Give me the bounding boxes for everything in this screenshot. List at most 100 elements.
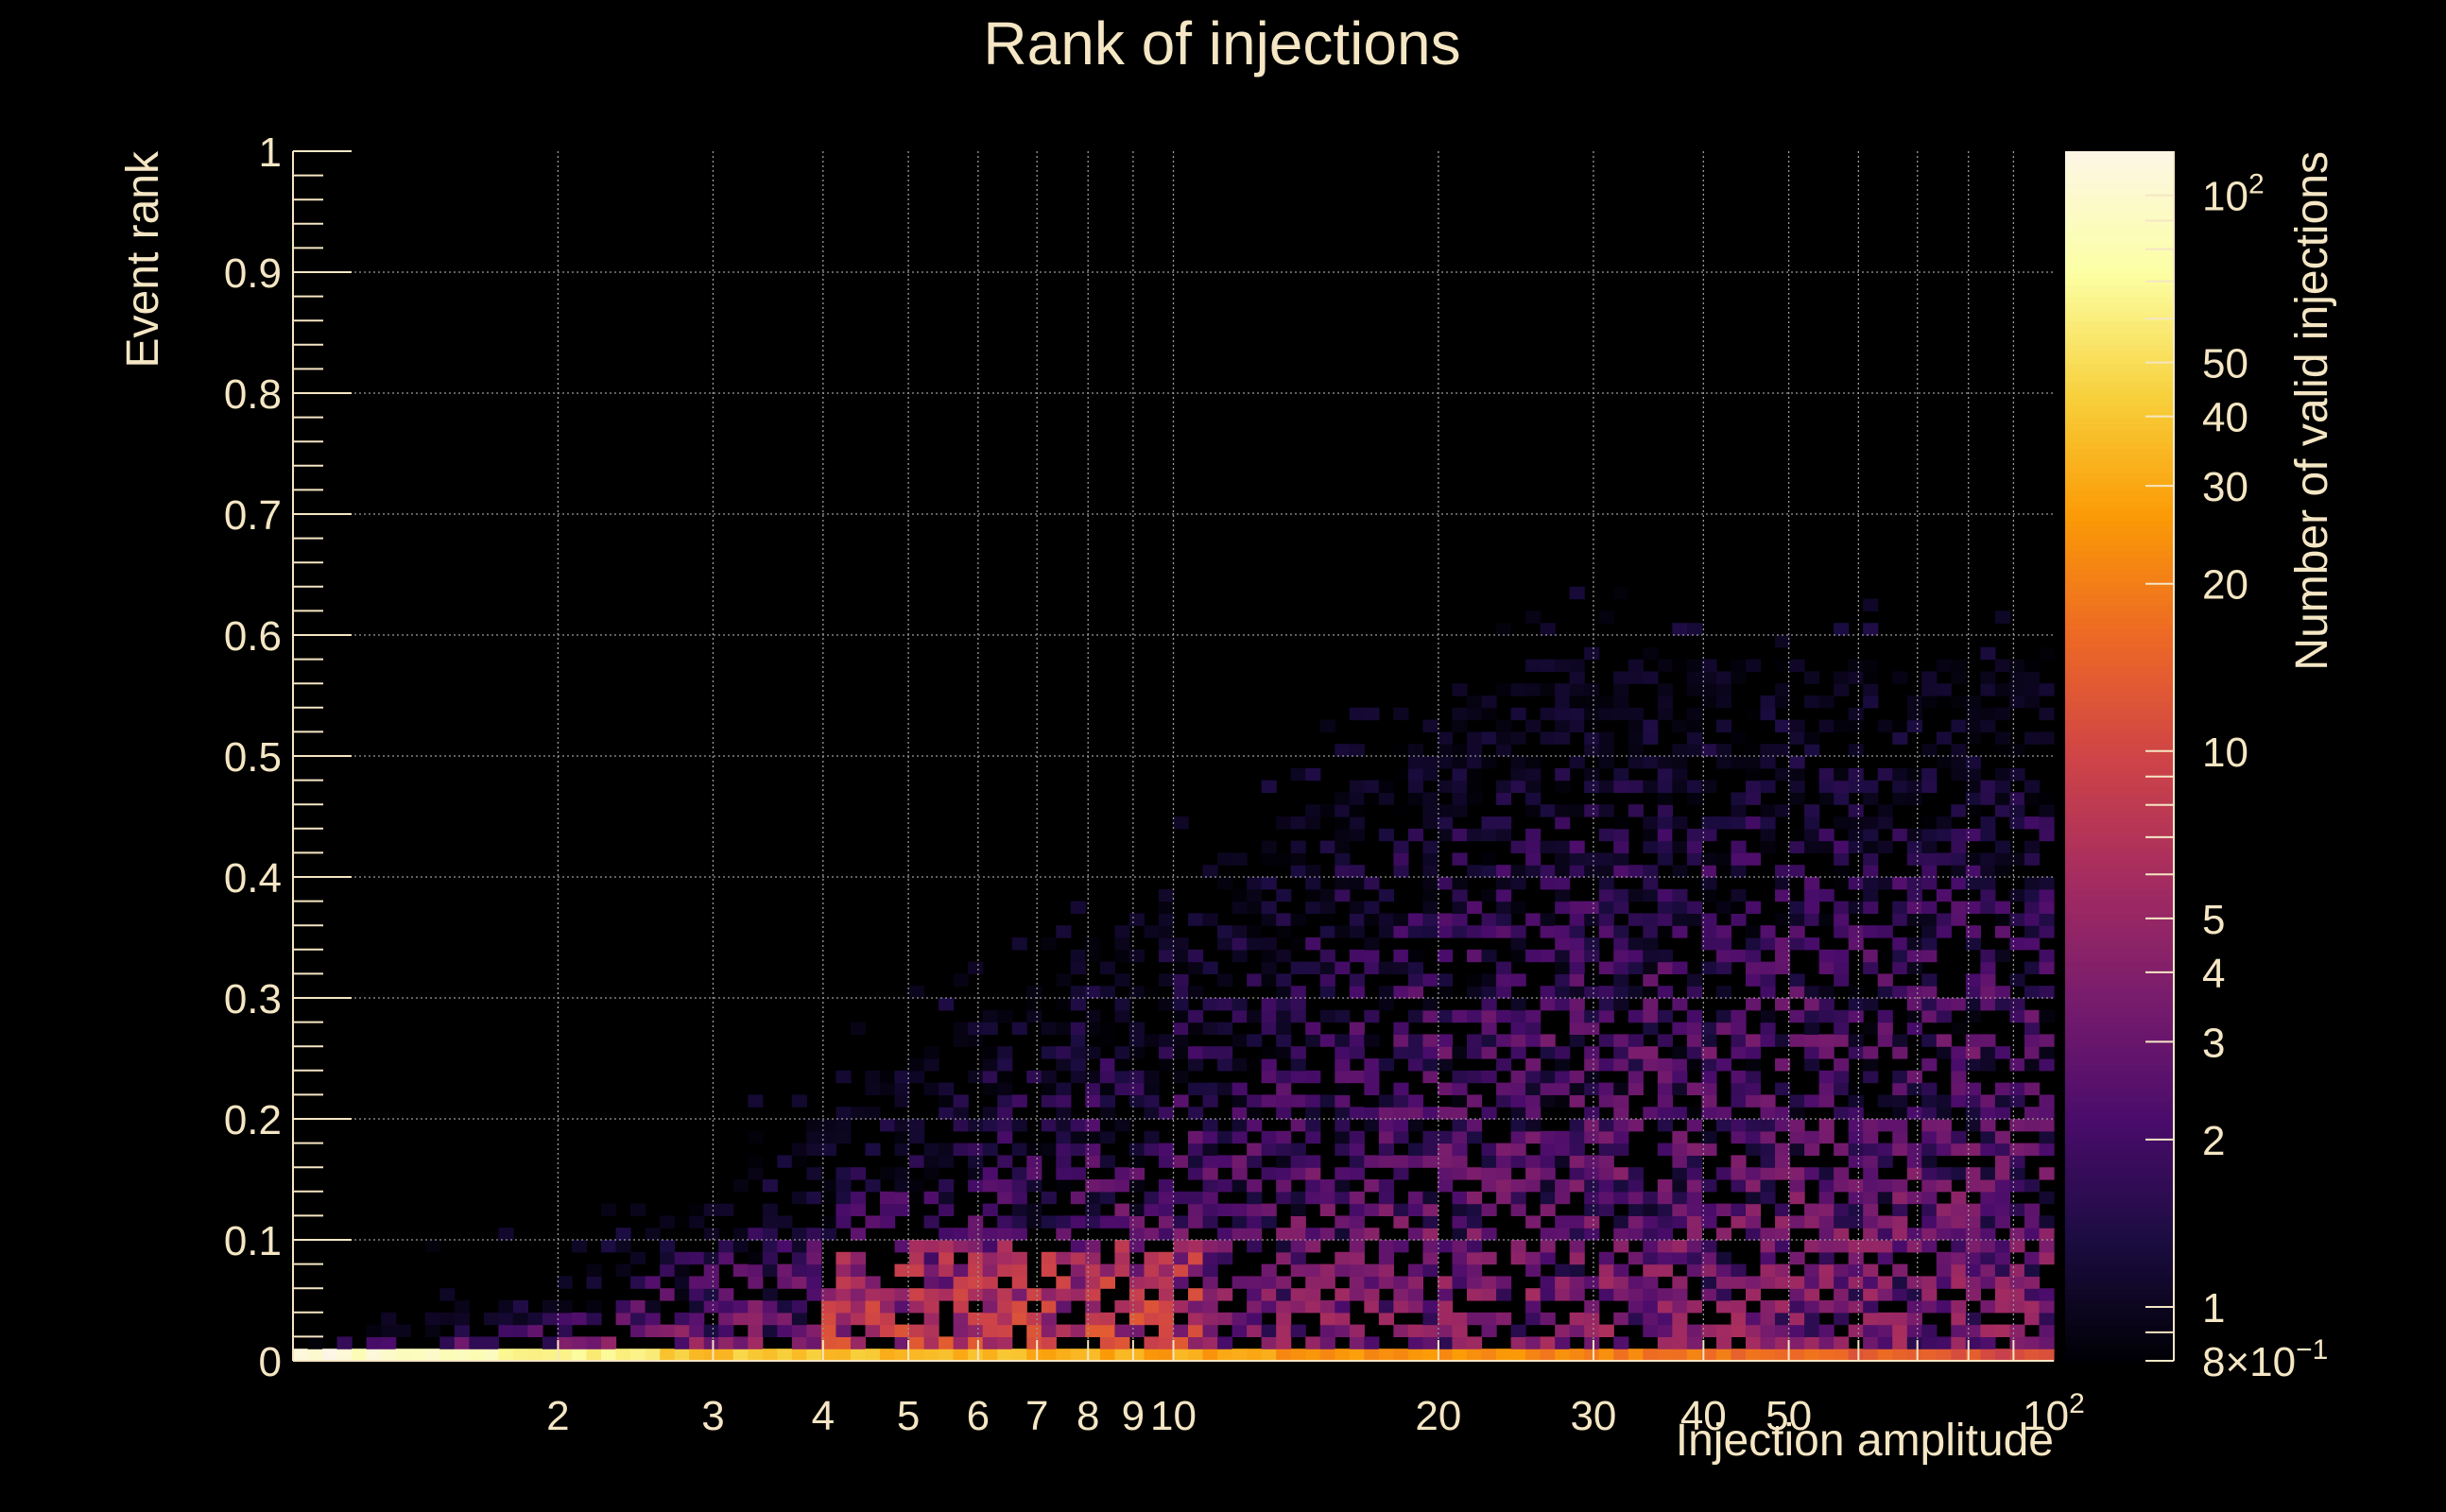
heatmap-cell	[1760, 1276, 1776, 1289]
heatmap-cell	[1834, 1022, 1850, 1035]
heatmap-cell	[1335, 1082, 1351, 1095]
heatmap-cell	[1657, 1324, 1673, 1337]
heatmap-cell	[1584, 1167, 1600, 1180]
heatmap-cell	[1525, 610, 1542, 624]
heatmap-cell	[1906, 852, 1922, 866]
color-scale-step	[2065, 979, 2174, 987]
heatmap-cell	[1467, 1228, 1483, 1241]
color-scale-step	[2065, 943, 2174, 951]
heatmap-cell	[1217, 973, 1233, 987]
color-scale-step	[2065, 205, 2174, 213]
heatmap-cell	[718, 1312, 734, 1326]
y-axis-label: Event rank	[118, 150, 168, 368]
heatmap-cell	[1128, 1349, 1145, 1362]
heatmap-cell	[1906, 888, 1922, 902]
heatmap-cell	[1584, 1203, 1600, 1216]
y-tick-label: 0.9	[224, 250, 282, 297]
heatmap-cell	[2009, 1349, 2025, 1362]
heatmap-cell	[1804, 1349, 1820, 1362]
heatmap-cell	[1834, 1215, 1850, 1228]
heatmap-cell	[1848, 925, 1864, 938]
heatmap-cell	[1760, 1349, 1776, 1362]
heatmap-cell	[1994, 659, 2011, 672]
heatmap-cell	[1056, 1167, 1072, 1180]
heatmap-cell	[1011, 1263, 1027, 1277]
heatmap-cell	[806, 1240, 822, 1253]
heatmap-cell	[1818, 1203, 1834, 1216]
heatmap-cell	[1628, 756, 1644, 769]
heatmap-cell	[454, 1300, 470, 1314]
heatmap-cell	[748, 1228, 764, 1241]
color-scale-step	[2065, 1107, 2174, 1114]
heatmap-cell	[1349, 1288, 1365, 1301]
heatmap-cell	[1936, 998, 1952, 1011]
heatmap-cell	[1555, 1191, 1571, 1205]
heatmap-cell	[512, 1312, 529, 1326]
heatmap-cell	[1496, 1034, 1512, 1047]
heatmap-cell	[1128, 1143, 1145, 1156]
heatmap-cell	[1437, 1276, 1454, 1289]
heatmap-cell	[1555, 1046, 1571, 1059]
heatmap-cell	[1540, 1336, 1556, 1349]
heatmap-cell	[1290, 1155, 1306, 1168]
heatmap-cell	[1481, 1009, 1497, 1023]
heatmap-cell	[1818, 1263, 1834, 1277]
heatmap-cell	[1628, 1009, 1644, 1023]
heatmap-cell	[1598, 1191, 1614, 1205]
heatmap-cell	[1335, 865, 1351, 878]
color-scale-step	[2065, 1263, 2174, 1271]
heatmap-cell	[1906, 1288, 1922, 1301]
heatmap-cell	[1422, 1324, 1438, 1337]
color-scale-step	[2065, 1034, 2174, 1041]
heatmap-cell	[1349, 1107, 1365, 1120]
heatmap-cell	[527, 1312, 543, 1326]
heatmap-cell	[1848, 816, 1864, 830]
heatmap-cell	[1393, 1094, 1409, 1108]
heatmap-cell	[1510, 756, 1526, 769]
heatmap-cell	[1613, 1179, 1629, 1193]
heatmap-cell	[1305, 1228, 1321, 1241]
heatmap-cell	[1217, 852, 1233, 866]
heatmap-cell	[2024, 816, 2041, 830]
heatmap-cell	[1657, 1009, 1673, 1023]
heatmap-cell	[1173, 1070, 1189, 1084]
heatmap-cell	[1686, 1009, 1703, 1023]
heatmap-cell	[1099, 1070, 1116, 1084]
heatmap-cell	[1804, 696, 1820, 709]
heatmap-cell	[1701, 1058, 1717, 1072]
heatmap-cell	[1965, 852, 1981, 866]
heatmap-cell	[1158, 1046, 1175, 1059]
heatmap-cell	[1598, 1009, 1614, 1023]
heatmap-cell	[1099, 1349, 1116, 1362]
heatmap-cell	[718, 1251, 734, 1265]
heatmap-cell	[1158, 1288, 1175, 1301]
heatmap-cell	[1555, 1288, 1571, 1301]
heatmap-cell	[1863, 1288, 1879, 1301]
heatmap-cell	[1305, 1276, 1321, 1289]
heatmap-cell	[1804, 888, 1820, 902]
heatmap-cell	[1701, 1251, 1717, 1265]
heatmap-cell	[1921, 913, 1938, 926]
heatmap-cell	[1114, 1300, 1130, 1314]
heatmap-cell	[1364, 1058, 1380, 1072]
heatmap-cell	[1672, 901, 1688, 914]
heatmap-cell	[1745, 1119, 1762, 1132]
heatmap-cell	[1863, 1324, 1879, 1337]
heatmap-cell	[1481, 707, 1497, 721]
color-scale-step	[2065, 1160, 2174, 1168]
heatmap-cell	[542, 1336, 559, 1349]
heatmap-cell	[1834, 1276, 1850, 1289]
heatmap-cell	[1305, 937, 1321, 951]
heatmap-cell	[1848, 767, 1864, 782]
heatmap-cell	[1467, 949, 1483, 963]
heatmap-cell	[1775, 961, 1791, 974]
heatmap-cell	[1349, 1070, 1365, 1084]
heatmap-cell	[2024, 696, 2041, 709]
heatmap-cell	[1393, 1119, 1409, 1132]
heatmap-cell	[1510, 949, 1526, 963]
heatmap-cell	[1393, 925, 1409, 938]
heatmap-cell	[1936, 852, 1952, 866]
heatmap-cell	[1335, 1263, 1351, 1277]
heatmap-cell	[1569, 1215, 1585, 1228]
heatmap-cell	[1569, 937, 1585, 951]
